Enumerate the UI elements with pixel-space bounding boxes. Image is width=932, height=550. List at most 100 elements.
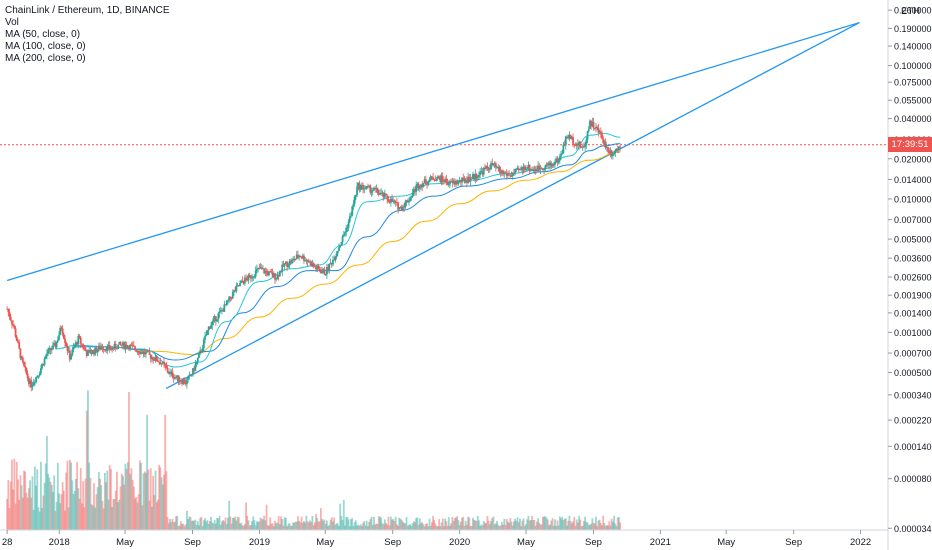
volume-bar [292, 522, 295, 530]
candle-body [493, 163, 496, 165]
candle-body [488, 169, 491, 171]
candle-body [271, 272, 274, 277]
volume-bar [306, 521, 309, 530]
candle-body [27, 377, 30, 384]
candle-body [18, 342, 21, 349]
candle-body [358, 183, 361, 190]
volume-bar [6, 498, 9, 530]
candle-body [474, 173, 477, 180]
x-tick-label: 2019 [249, 537, 270, 548]
volume-bar [141, 505, 144, 530]
volume-bar [287, 524, 290, 530]
volume-bar [467, 516, 469, 530]
y-tick-label: 0.140000 [894, 42, 932, 52]
volume-bar [319, 508, 322, 530]
volume-bar [528, 520, 531, 530]
volume-bar [19, 475, 22, 530]
candle-body [348, 216, 351, 222]
candle-body [287, 265, 290, 267]
candle-body [118, 341, 121, 345]
candle-body [318, 268, 321, 272]
volume-bar [236, 516, 239, 530]
candle-body [550, 163, 553, 166]
candle-body [33, 382, 36, 384]
candle-body [208, 326, 211, 329]
volume-bar [432, 516, 434, 530]
volume-bar [521, 520, 524, 530]
volume-bar [62, 490, 65, 530]
volume-bar [194, 519, 197, 530]
candle-body [345, 227, 348, 233]
volume-bar [430, 522, 433, 530]
candle-body [14, 328, 17, 337]
volume-bar [393, 520, 396, 530]
volume-bar [52, 492, 54, 530]
volume-bar [153, 495, 156, 530]
candle-body [298, 255, 301, 258]
candle-body [106, 346, 109, 352]
candle-body [415, 185, 418, 192]
volume-bar [619, 522, 622, 530]
candle-body [461, 177, 463, 183]
candle-body [36, 376, 39, 378]
candle-body [556, 158, 559, 163]
candle-body [519, 169, 521, 171]
volume-bar [253, 520, 256, 530]
volume-bar [146, 414, 149, 530]
volume-bar [618, 517, 620, 530]
candle-body [380, 192, 383, 194]
volume-bar [71, 480, 74, 530]
volume-bar [67, 507, 70, 530]
candle-body [119, 341, 122, 345]
candle-body [135, 349, 138, 352]
candle-body [218, 311, 221, 314]
legend-ma50: MA (50, close, 0) [5, 29, 81, 40]
volume-bar [333, 517, 336, 530]
candle-body [243, 277, 246, 284]
candle-body [187, 376, 190, 380]
candle-body [543, 168, 545, 170]
volume-bar [199, 517, 202, 530]
volume-bar [516, 517, 519, 530]
volume-bar [195, 524, 198, 530]
volume-bar [229, 516, 232, 530]
candle-body [561, 153, 564, 155]
candle-body [116, 348, 118, 350]
candle-body [514, 169, 517, 174]
y-tick-label: 0.190000 [894, 24, 932, 34]
candle-body [567, 136, 570, 139]
candle-body [585, 139, 588, 145]
candle-body [7, 308, 10, 313]
candle-body [344, 232, 346, 235]
candle-body [521, 167, 524, 171]
volume-bar [586, 522, 589, 530]
volume-bar [204, 518, 206, 530]
volume-bar [221, 521, 223, 530]
candle-body [452, 181, 455, 183]
y-tick-label: 0.040000 [894, 114, 932, 124]
volume-bar [353, 522, 356, 530]
candle-body [126, 346, 129, 348]
volume-bar [176, 515, 179, 530]
volume-bar [405, 517, 408, 530]
volume-bar [580, 526, 583, 530]
volume-bar [398, 517, 401, 530]
candle-body [30, 380, 33, 388]
volume-bar [607, 525, 609, 530]
volume-bar [30, 497, 33, 530]
candle-body [274, 273, 276, 280]
volume-bar [356, 525, 358, 530]
volume-bar [484, 522, 486, 530]
volume-bar [85, 410, 88, 530]
candle-body [160, 363, 163, 365]
volume-bar [254, 525, 257, 530]
legend-ma100: MA (100, close, 0) [5, 41, 86, 52]
candle-body [494, 163, 497, 168]
volume-bar [125, 468, 128, 530]
volume-bar [270, 523, 273, 530]
candle-body [289, 261, 292, 264]
candle-body [247, 274, 250, 281]
candle-body [108, 345, 111, 350]
candle-body [352, 203, 355, 207]
legend-vol: Vol [5, 17, 19, 28]
